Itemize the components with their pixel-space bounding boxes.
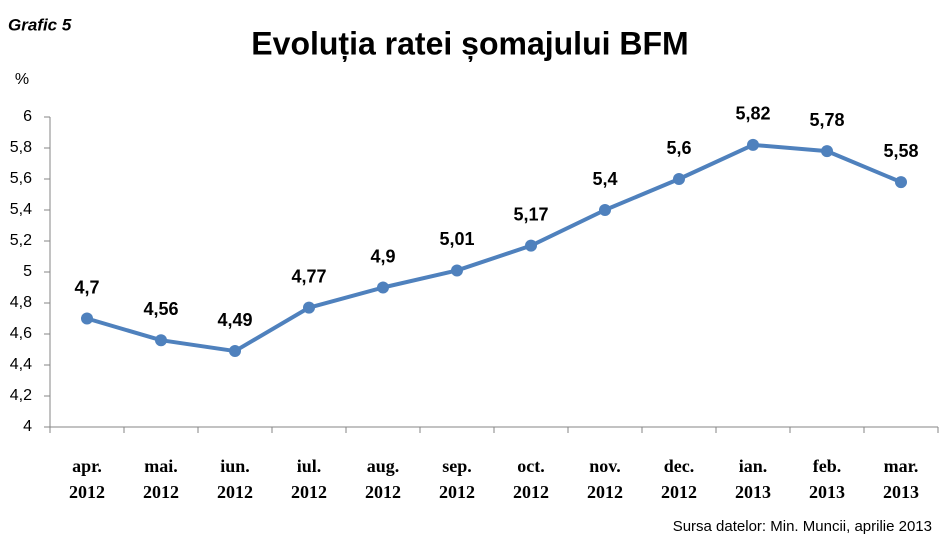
y-tick-label: 4,2: [10, 387, 32, 404]
x-tick-label: iun. 2012: [217, 456, 253, 502]
data-label: 5,78: [809, 110, 844, 130]
x-tick-label: feb. 2013: [809, 456, 845, 502]
x-tick-label: oct. 2012: [513, 456, 549, 502]
point: [303, 301, 315, 314]
data-label: 5,4: [592, 169, 617, 189]
y-tick-label: 5,2: [10, 232, 32, 249]
caption: Grafic 5: [8, 15, 72, 34]
data-label: 5,6: [666, 138, 691, 158]
x-tick-label: apr. 2012: [69, 456, 105, 502]
data-label: 5,82: [735, 104, 770, 124]
x-tick-label: sep. 2012: [439, 456, 475, 502]
y-tick-label: 4: [23, 418, 32, 435]
point: [81, 312, 93, 325]
x-tick-label: iul. 2012: [291, 456, 327, 502]
y-tick-label: 6: [23, 108, 32, 125]
data-label: 4,9: [370, 246, 395, 266]
data-label: 4,77: [291, 266, 326, 286]
y-axis-label: %: [15, 71, 29, 88]
point: [155, 334, 167, 347]
x-tick-label: dec. 2012: [661, 456, 697, 502]
x-tick-label: mar. 2013: [883, 456, 919, 502]
y-tick-label: 4,4: [10, 356, 32, 373]
y-tick-label: 5,8: [10, 139, 32, 156]
x-tick-label: aug. 2012: [365, 456, 401, 502]
x-tick-label: nov. 2012: [587, 456, 623, 502]
point: [895, 176, 907, 189]
data-label: 5,58: [883, 141, 918, 161]
y-tick-label: 4,8: [10, 294, 32, 311]
y-tick-label: 5,4: [10, 201, 32, 218]
point: [525, 239, 537, 252]
source: Sursa datelor: Min. Muncii, aprilie 2013: [673, 518, 932, 535]
point: [229, 345, 241, 358]
y-tick-label: 5,6: [10, 170, 32, 187]
point: [673, 173, 685, 185]
point: [821, 145, 833, 158]
data-label: 4,49: [217, 310, 252, 330]
x-tick-label: ian. 2013: [735, 456, 771, 502]
data-label: 5,17: [513, 204, 548, 224]
point: [451, 264, 463, 277]
data-label: 4,7: [74, 277, 99, 297]
y-tick-label: 5: [23, 263, 32, 280]
x-tick-label: mai. 2012: [143, 456, 179, 502]
chart-title: Evoluția ratei șomajului BFM: [251, 25, 688, 61]
series-line: [86, 142, 902, 354]
data-label: 5,01: [439, 229, 474, 249]
point: [599, 204, 611, 216]
point: [377, 281, 389, 294]
data-label: 4,56: [143, 299, 178, 319]
y-tick-label: 4,6: [10, 325, 32, 342]
point: [747, 138, 759, 151]
